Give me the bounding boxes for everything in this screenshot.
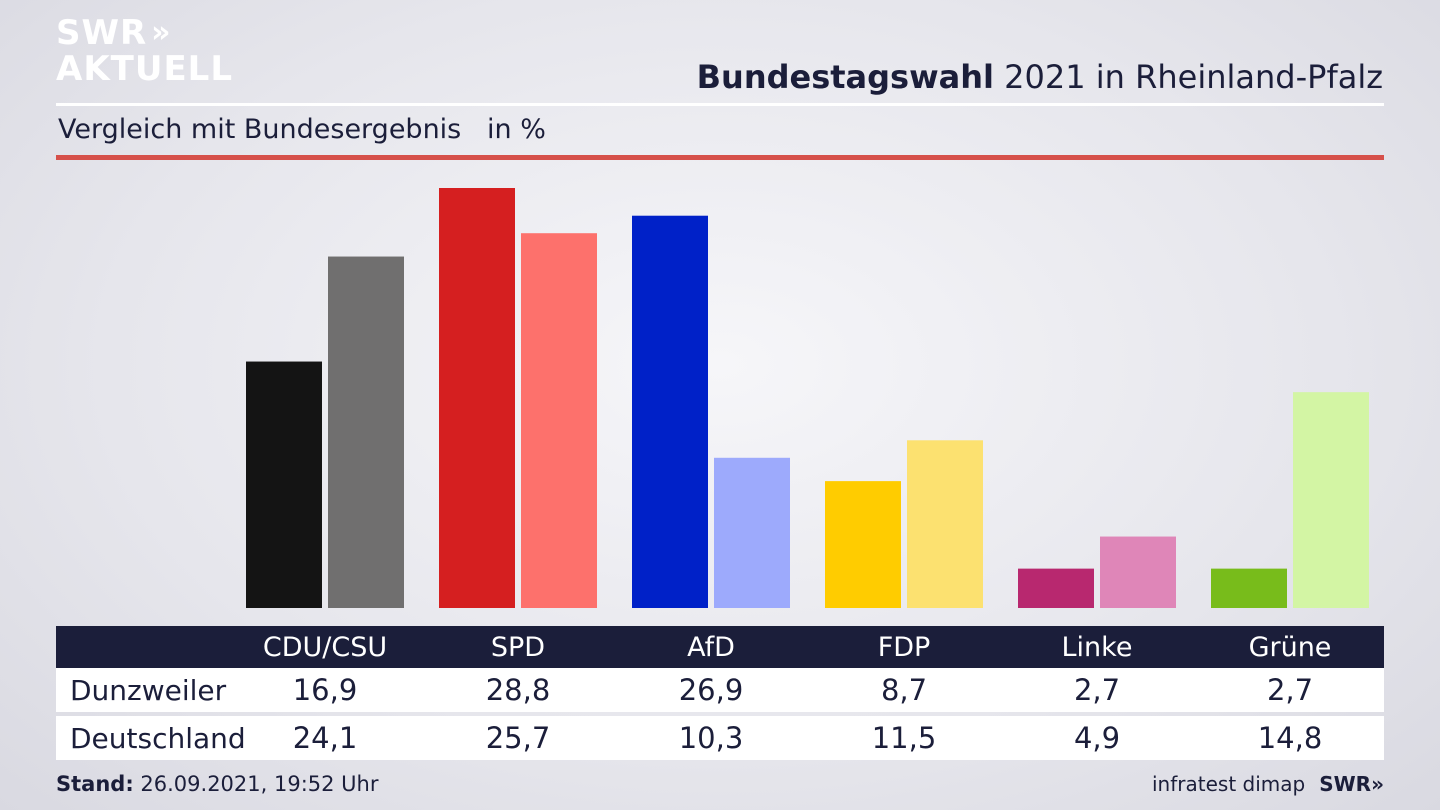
table-cell: 2,7 xyxy=(1266,673,1314,707)
logo-swr-text: SWR xyxy=(56,13,148,53)
table-row: Dunzweiler 16,9 28,8 26,9 8,7 2,7 2,7 xyxy=(56,668,1384,712)
bar-chart xyxy=(246,188,1369,609)
bar-afd-deutschland xyxy=(714,457,790,608)
table-cell: 2,7 xyxy=(1073,673,1121,707)
column-header: Linke xyxy=(1061,631,1133,663)
table-row: Deutschland 24,1 25,7 10,3 11,5 4,9 14,8 xyxy=(56,716,1384,760)
stand-label: Stand: xyxy=(56,772,134,796)
bar-cdu-csu-dunzweiler xyxy=(246,361,322,608)
table-cell: 14,8 xyxy=(1257,721,1323,755)
table-cell: 11,5 xyxy=(871,721,937,755)
table-body: Dunzweiler 16,9 28,8 26,9 8,7 2,7 2,7 Deutschla… xyxy=(56,668,1384,760)
swr-aktuell-logo: SWR » AKTUELL xyxy=(56,16,233,86)
column-header: FDP xyxy=(877,631,931,663)
column-header: CDU/CSU xyxy=(262,631,388,663)
title-rest: 2021 in Rheinland-Pfalz xyxy=(994,58,1383,96)
chart-subtitle: Vergleich mit Bundesergebnis in % xyxy=(58,114,546,145)
column-header: SPD xyxy=(490,631,546,663)
accent-divider xyxy=(56,155,1384,160)
logo-aktuell-text: AKTUELL xyxy=(56,49,234,89)
table-cell: 10,3 xyxy=(678,721,744,755)
table-cell: 8,7 xyxy=(880,673,928,707)
title-divider xyxy=(56,103,1384,106)
row-label: Deutschland xyxy=(70,721,246,755)
table-cell: 16,9 xyxy=(292,673,358,707)
results-table: CDU/CSU SPD AfD FDP Linke Grüne Dunzweiler 16,… xyxy=(56,626,1384,760)
bar-spd-deutschland xyxy=(521,233,597,609)
timestamp: Stand: 26.09.2021, 19:52 Uhr xyxy=(56,772,379,796)
column-header: Grüne xyxy=(1248,631,1332,663)
bar-spd-dunzweiler xyxy=(439,188,515,608)
page-title: Bundestagswahl 2021 in Rheinland-Pfalz xyxy=(697,58,1383,96)
table-cell: 24,1 xyxy=(292,721,358,755)
row-label: Dunzweiler xyxy=(70,673,227,707)
bar-gr-ne-deutschland xyxy=(1293,392,1369,608)
table-header: CDU/CSU SPD AfD FDP Linke Grüne xyxy=(56,626,1384,668)
bar-linke-dunzweiler xyxy=(1018,568,1094,608)
table-cell: 28,8 xyxy=(485,673,551,707)
bar-linke-deutschland xyxy=(1100,536,1176,608)
footer-credits: infratest dimap SWR» xyxy=(1152,772,1384,796)
bar-afd-dunzweiler xyxy=(632,215,708,609)
table-cell: 26,9 xyxy=(678,673,744,707)
bar-fdp-dunzweiler xyxy=(825,481,901,608)
column-header: AfD xyxy=(687,631,735,663)
bar-cdu-csu-deutschland xyxy=(328,256,404,608)
bar-gr-ne-dunzweiler xyxy=(1211,568,1287,608)
title-bold: Bundestagswahl xyxy=(696,58,994,96)
bar-fdp-deutschland xyxy=(907,440,983,608)
table-cell: 25,7 xyxy=(485,721,551,755)
table-cell: 4,9 xyxy=(1073,721,1121,755)
stand-value: 26.09.2021, 19:52 Uhr xyxy=(133,772,379,796)
swr-brand-logo: SWR» xyxy=(1319,772,1384,796)
source-credit: infratest dimap xyxy=(1152,772,1306,796)
